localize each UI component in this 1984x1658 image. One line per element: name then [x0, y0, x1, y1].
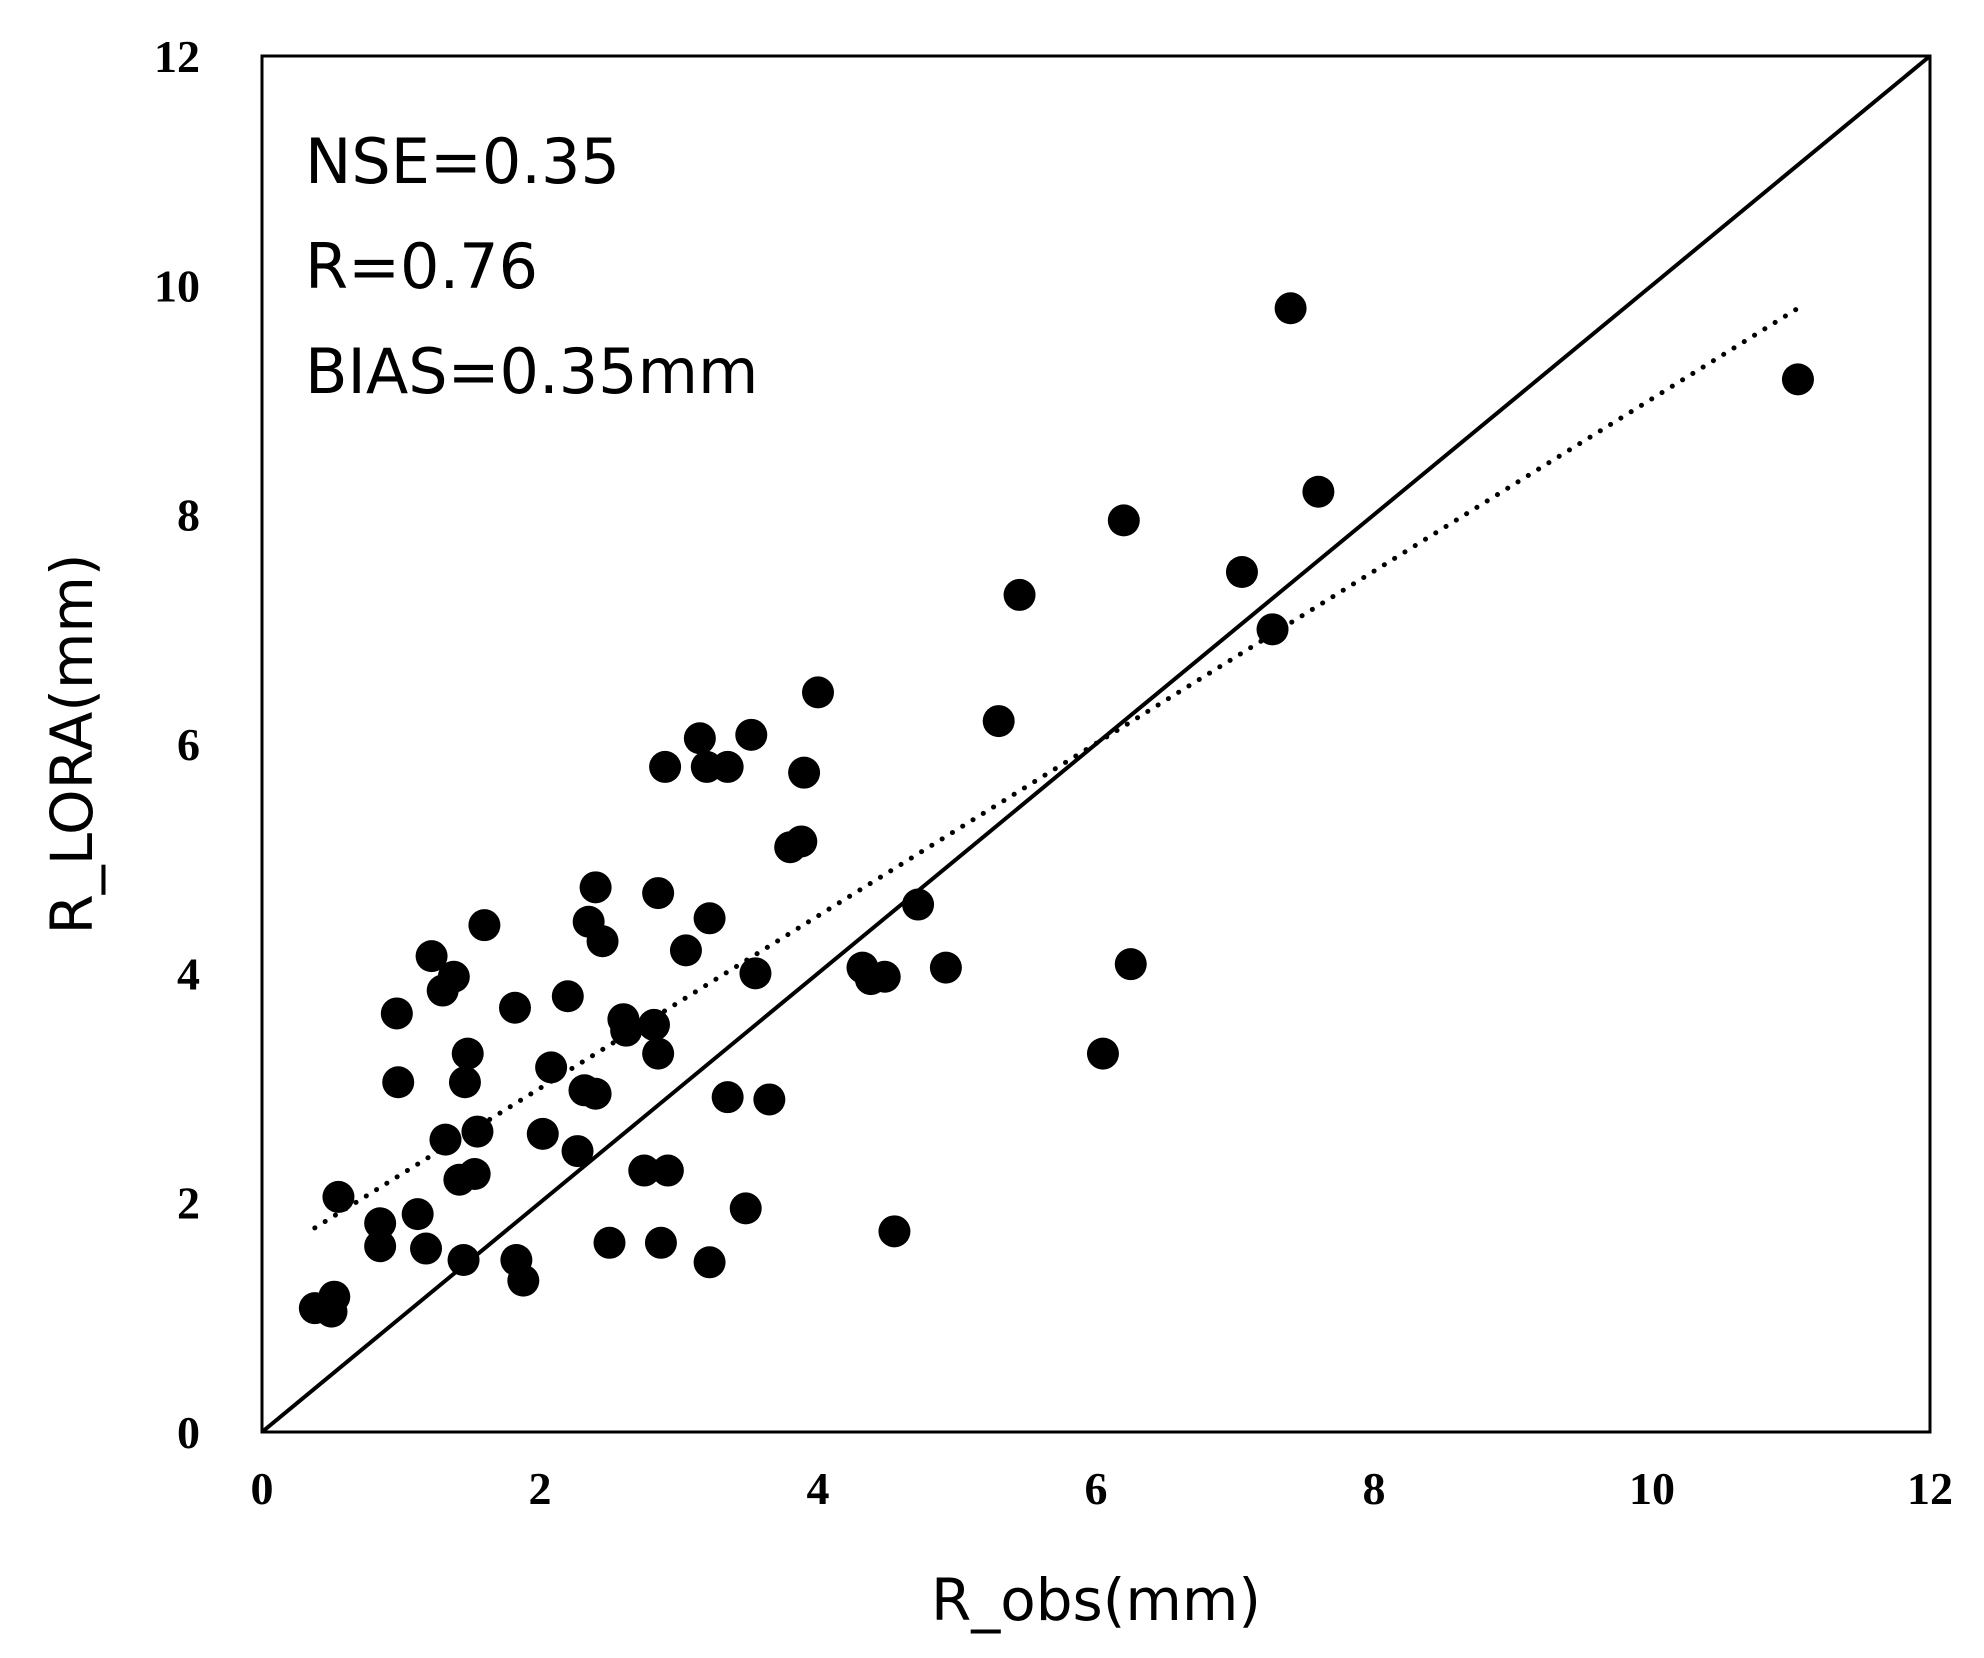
- data-point: [468, 909, 501, 942]
- data-point: [642, 1037, 675, 1070]
- plot-area-frame: [260, 54, 1932, 1434]
- y-tick-label: 2: [177, 1178, 200, 1229]
- data-point: [461, 1115, 494, 1148]
- x-tick-label: 10: [1629, 1463, 1675, 1514]
- data-point: [458, 1158, 491, 1190]
- data-point: [788, 756, 821, 789]
- data-point: [526, 1117, 559, 1150]
- data-point: [711, 750, 744, 783]
- r-stat: R=0.76: [305, 230, 538, 303]
- data-point: [437, 960, 470, 993]
- data-point: [1107, 504, 1140, 537]
- data-point: [785, 825, 818, 858]
- data-point: [380, 997, 413, 1030]
- data-point: [1225, 556, 1258, 588]
- data-point: [628, 1154, 661, 1187]
- data-point: [802, 676, 834, 709]
- data-point: [642, 877, 675, 910]
- data-point: [878, 1215, 911, 1248]
- data-point: [410, 1232, 443, 1265]
- data-point: [729, 1192, 762, 1225]
- data-point: [1114, 948, 1147, 981]
- y-tick-label: 12: [154, 31, 200, 82]
- data-point: [579, 871, 612, 904]
- data-point: [507, 1264, 540, 1297]
- nse-stat: NSE=0.35: [305, 125, 620, 198]
- x-tick-label: 6: [1085, 1463, 1108, 1514]
- x-tick-label: 4: [807, 1463, 830, 1514]
- data-point: [451, 1037, 484, 1070]
- x-tick-label: 0: [251, 1463, 274, 1514]
- data-point: [902, 888, 935, 921]
- data-point: [1256, 613, 1289, 646]
- data-point: [669, 934, 702, 967]
- y-tick-label: 10: [154, 260, 200, 311]
- data-point: [551, 980, 584, 1013]
- x-tick-label: 12: [1907, 1463, 1953, 1514]
- data-point: [1302, 475, 1335, 508]
- data-point: [868, 960, 901, 993]
- data-point: [739, 957, 772, 990]
- data-point: [1086, 1037, 1119, 1070]
- data-point: [448, 1066, 481, 1099]
- data-point: [429, 1123, 462, 1156]
- data-point: [415, 940, 448, 973]
- data-points: [298, 292, 1814, 1328]
- data-point: [382, 1066, 415, 1099]
- data-point: [364, 1207, 397, 1240]
- data-point: [561, 1135, 594, 1168]
- data-point: [401, 1198, 434, 1231]
- data-point: [1003, 578, 1036, 611]
- x-tick-label: 2: [529, 1463, 552, 1514]
- data-point: [364, 1230, 397, 1263]
- y-axis-ticks: 0 2 4 6 8 10 12: [154, 31, 200, 1458]
- data-point: [651, 1154, 684, 1187]
- x-axis-ticks: 0 2 4 6 8 10 12: [251, 1463, 1954, 1514]
- y-tick-label: 4: [177, 948, 200, 999]
- data-point: [683, 722, 716, 755]
- y-tick-label: 6: [177, 719, 200, 770]
- data-point: [637, 1008, 670, 1041]
- y-tick-label: 0: [177, 1407, 200, 1458]
- data-point: [447, 1244, 480, 1276]
- data-point: [982, 705, 1015, 738]
- data-point: [693, 1246, 726, 1279]
- data-point: [649, 750, 682, 783]
- data-point: [1781, 363, 1814, 396]
- data-point: [644, 1226, 677, 1259]
- data-point: [579, 1077, 612, 1110]
- data-point: [1274, 292, 1307, 325]
- data-point: [535, 1051, 568, 1084]
- data-point: [929, 951, 962, 984]
- data-point: [711, 1081, 744, 1114]
- data-point: [593, 1226, 626, 1259]
- data-point: [735, 718, 768, 751]
- y-tick-label: 8: [177, 490, 200, 541]
- data-point: [586, 925, 619, 958]
- data-point: [498, 991, 531, 1024]
- x-tick-label: 8: [1363, 1463, 1386, 1514]
- data-point: [322, 1180, 355, 1213]
- data-point: [753, 1083, 786, 1116]
- y-axis-title: R_LORA(mm): [38, 553, 106, 934]
- data-point: [610, 1014, 643, 1047]
- x-axis-title: R_obs(mm): [931, 1566, 1261, 1634]
- bias-stat: BIAS=0.35mm: [305, 335, 758, 408]
- data-point: [693, 902, 726, 935]
- data-point: [318, 1280, 351, 1313]
